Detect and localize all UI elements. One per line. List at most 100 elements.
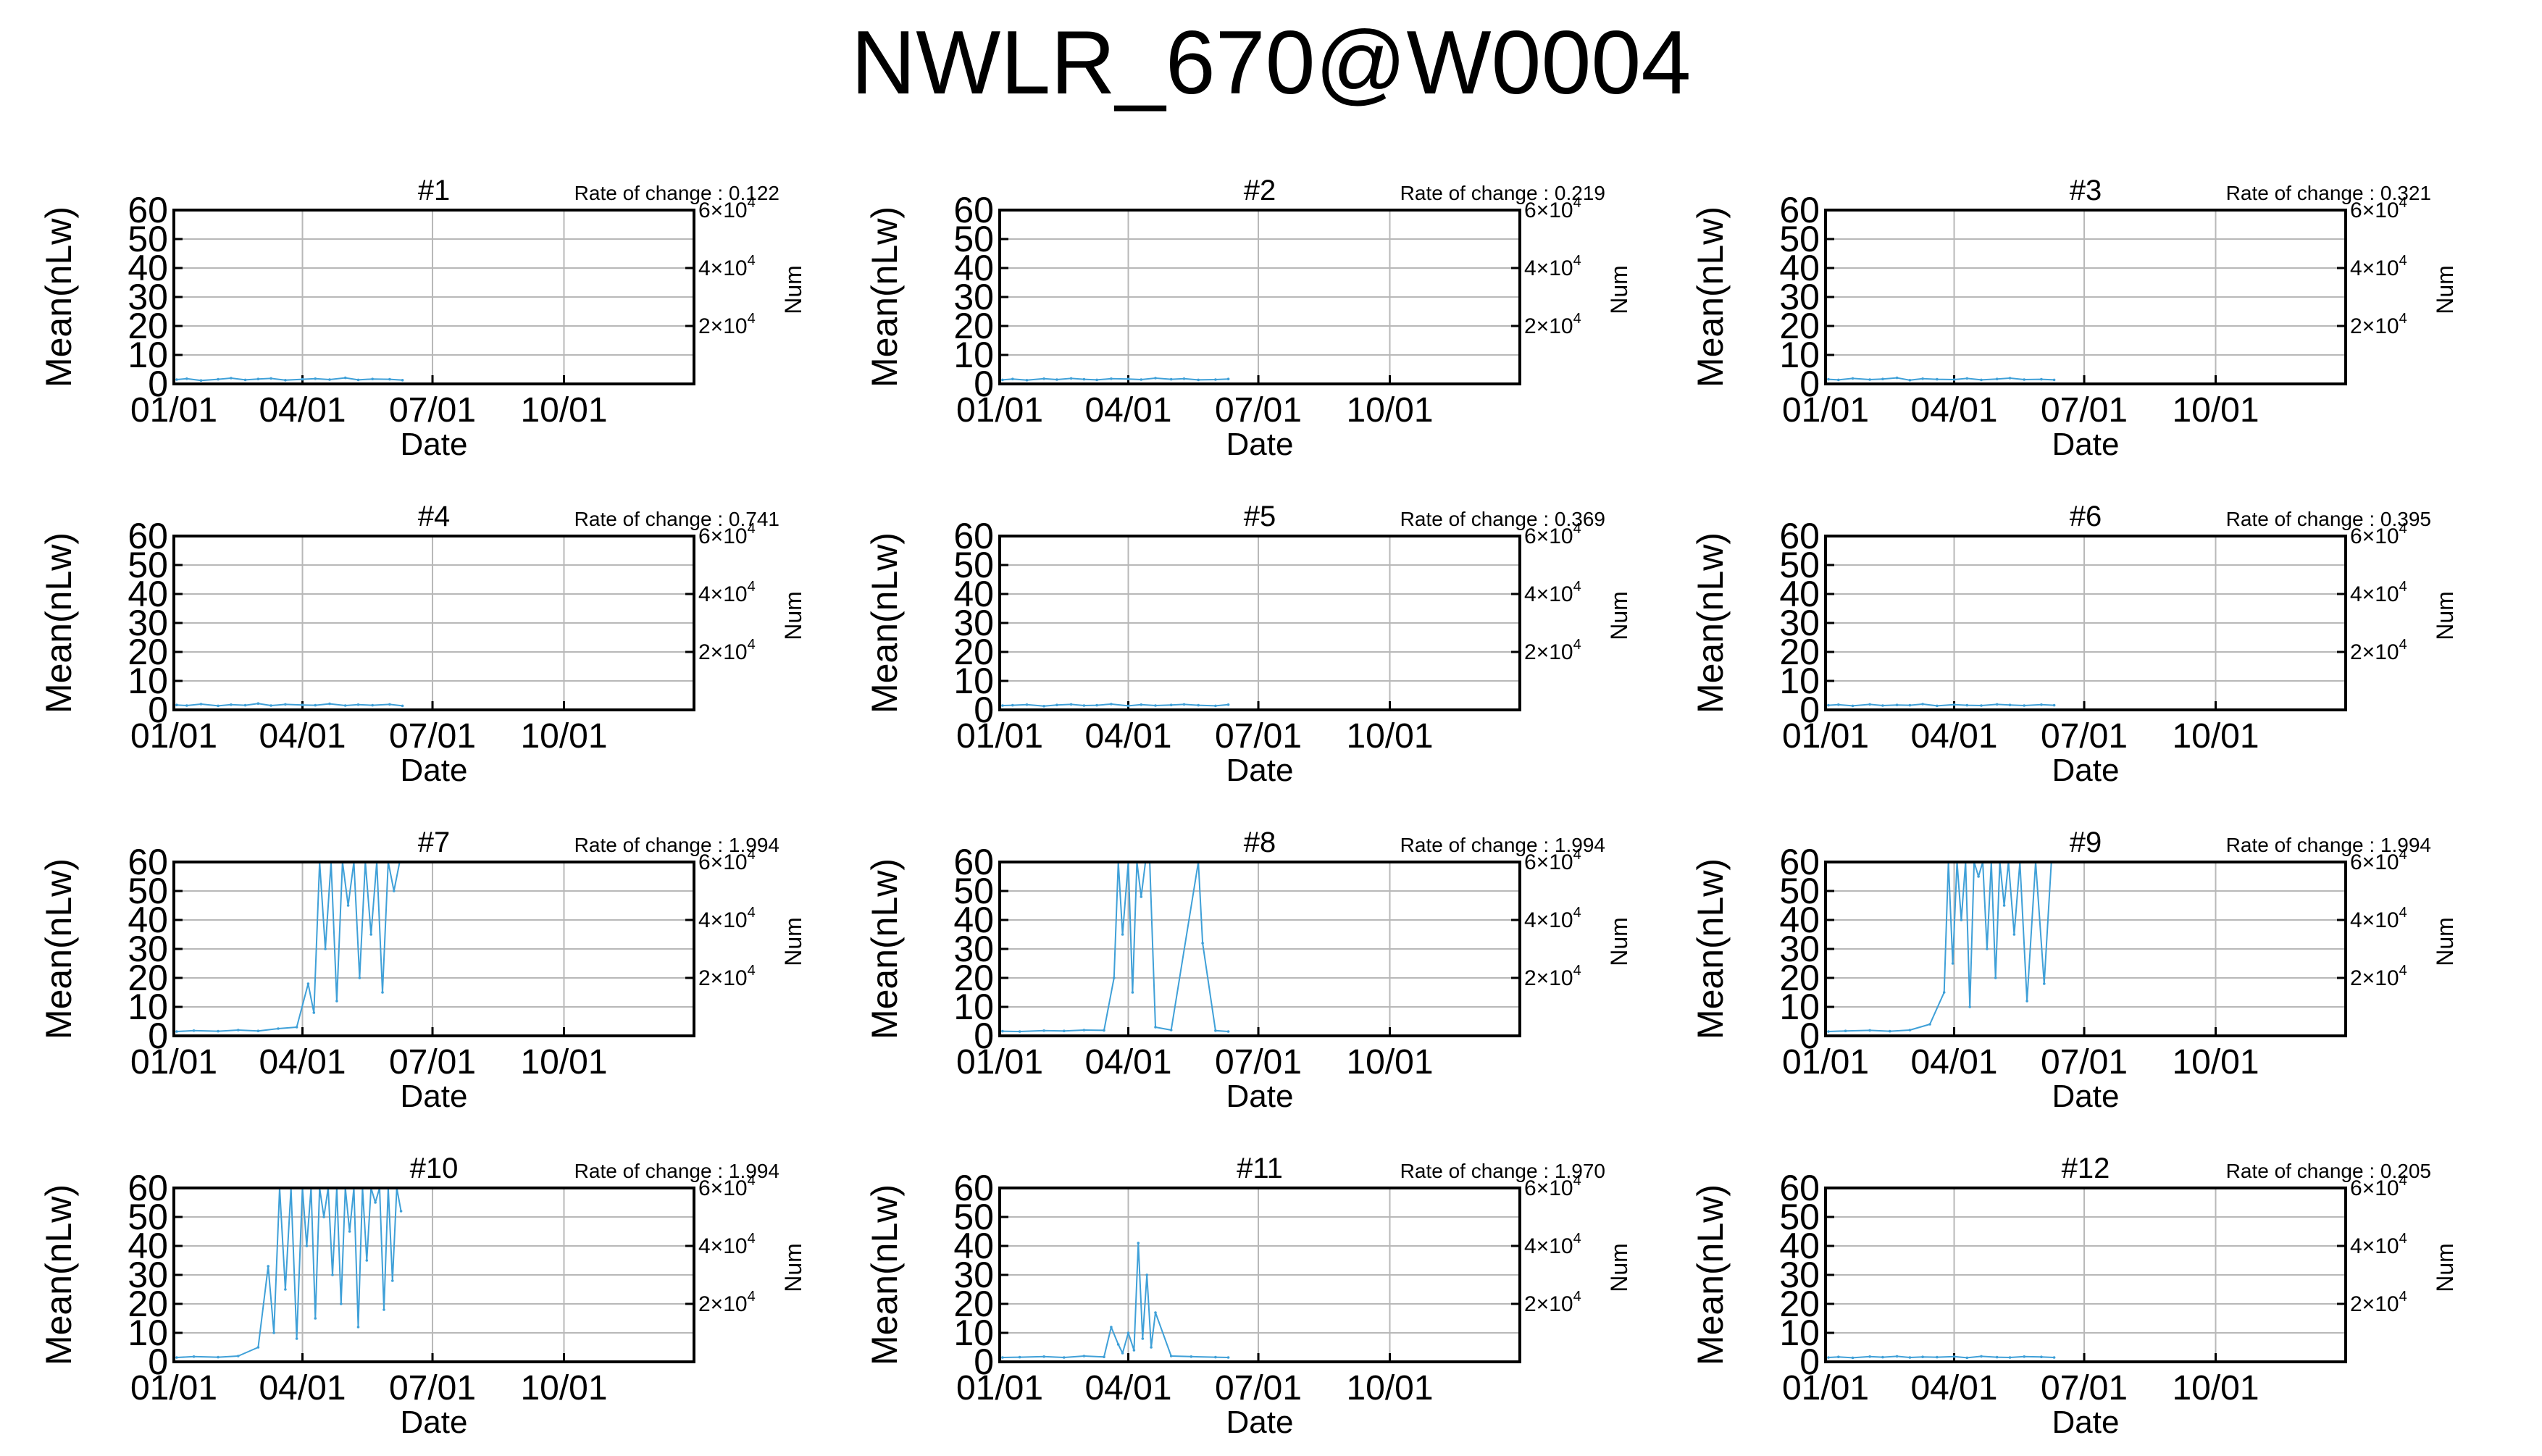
chart-panel-1: 0 10 20 30 40 50 60 01/01 04/01 07/01 10/01 2×104 4×…: [0, 152, 819, 478]
data-point: [175, 703, 178, 706]
data-point: [175, 1030, 178, 1033]
y2-tick-exponent: 4: [2399, 847, 2407, 863]
data-point: [365, 1259, 369, 1262]
y-tick-label: 20: [953, 306, 994, 346]
x-tick-label: 04/01: [1910, 1043, 1997, 1081]
data-point: [1868, 378, 1871, 381]
y2-axis-label: Num: [780, 1243, 806, 1292]
data-point: [335, 1000, 338, 1003]
data-point: [1113, 976, 1116, 979]
y2-tick-label: 2×104: [2350, 637, 2407, 664]
data-point: [1921, 1355, 1924, 1358]
data-point: [1131, 991, 1134, 994]
y2-tick-label: 4×104: [1524, 1231, 1581, 1258]
plot-frame: [1824, 535, 2347, 711]
x-axis-label: Date: [2052, 753, 2120, 788]
y-tick-label: 10: [953, 335, 994, 375]
data-point: [2040, 377, 2043, 381]
data-point: [1126, 1331, 1130, 1334]
y2-tick-label: 6×104: [698, 847, 756, 874]
rate-of-change-label: Rate of change : 1.994: [1400, 834, 1605, 856]
data-point: [1150, 1346, 1153, 1349]
data-point: [1182, 377, 1186, 380]
x-tick-label: 04/01: [1084, 1369, 1171, 1407]
y2-tick-base: 6×10: [698, 198, 748, 222]
y2-tick-base: 4×10: [1524, 582, 1573, 606]
data-point: [1154, 704, 1157, 707]
data-point: [1908, 1029, 1912, 1032]
y-axis-label: Mean(nLw): [38, 1184, 79, 1365]
data-point: [401, 379, 404, 382]
y2-tick-exponent: 4: [1573, 847, 1581, 863]
y-tick-label: 50: [953, 545, 994, 585]
x-tick-label: 04/01: [1910, 391, 1997, 430]
y2-tick-label: 6×104: [698, 521, 756, 548]
rate-of-change-label: Rate of change : 1.994: [574, 834, 779, 856]
y-tick-label: 30: [953, 929, 994, 969]
data-point: [301, 377, 304, 381]
data-point: [2008, 1356, 2012, 1359]
plot-frame: [172, 1187, 695, 1363]
y2-tick-exponent: 4: [748, 311, 756, 327]
data-point: [1837, 378, 1840, 382]
y-tick-label: 30: [127, 603, 168, 643]
data-point: [1827, 1356, 1830, 1359]
x-tick-label: 01/01: [1782, 1369, 1869, 1407]
y2-tick-label: 4×104: [2350, 253, 2407, 280]
x-tick-label: 01/01: [1782, 1043, 1869, 1081]
panel-title: #5: [1244, 501, 1276, 532]
y-tick-label: 30: [953, 1255, 994, 1295]
rate-of-change-label: Rate of change : 0.395: [2226, 508, 2431, 530]
data-point: [1025, 703, 1029, 706]
data-point: [1042, 1029, 1045, 1032]
data-point: [1082, 1029, 1086, 1032]
data-point: [1025, 379, 1029, 382]
data-point: [356, 703, 360, 706]
data-point: [1011, 377, 1014, 380]
data-point: [1121, 1352, 1124, 1355]
y2-tick-base: 6×10: [2350, 850, 2399, 874]
data-point: [1881, 377, 1884, 380]
data-point: [1895, 1355, 1899, 1358]
rate-of-change-prefix: Rate of change :: [2226, 508, 2380, 530]
x-tick-label: 10/01: [1346, 391, 1433, 430]
x-tick-label: 07/01: [1215, 1369, 1302, 1407]
x-tick-label: 01/01: [956, 1043, 1043, 1081]
y2-tick-exponent: 4: [2399, 905, 2407, 921]
data-point: [1951, 962, 1954, 965]
y-tick-label: 20: [1779, 1284, 1820, 1324]
rate-of-change-label: Rate of change : 0.741: [574, 508, 779, 530]
plot-frame: [1824, 209, 2347, 385]
x-tick-label: 10/01: [1346, 717, 1433, 756]
rate-of-change-label: Rate of change : 1.994: [2226, 834, 2431, 856]
data-point: [295, 1337, 298, 1340]
x-axis-label: Date: [1226, 427, 1294, 462]
y-tick-label: 60: [127, 842, 168, 882]
y2-axis-label: Num: [1606, 917, 1632, 966]
data-point: [1827, 703, 1830, 707]
y2-tick-base: 4×10: [2350, 1234, 2399, 1258]
y-tick-label: 10: [953, 987, 994, 1027]
data-point: [1069, 377, 1073, 380]
data-point: [1110, 1326, 1113, 1329]
data-point: [1214, 378, 1217, 381]
data-point: [1214, 704, 1217, 708]
data-point: [1145, 1273, 1148, 1276]
data-point: [1889, 1029, 1891, 1033]
data-point: [1140, 895, 1143, 898]
y2-tick-label: 6×104: [2350, 521, 2407, 548]
data-point: [1895, 703, 1899, 706]
y-tick-label: 60: [1779, 842, 1820, 882]
x-tick-label: 04/01: [1910, 1369, 1997, 1407]
x-axis-label: Date: [1226, 1405, 1294, 1440]
data-point: [2023, 378, 2025, 381]
y2-tick-base: 2×10: [1524, 314, 1573, 338]
x-tick-label: 10/01: [2172, 391, 2259, 430]
data-point: [243, 378, 247, 382]
x-tick-label: 04/01: [259, 1043, 346, 1081]
y2-tick-label: 6×104: [2350, 847, 2407, 874]
y2-tick-base: 6×10: [698, 850, 748, 874]
chart-panel-5: 0 10 20 30 40 50 60 01/01 04/01 07/01 10/01 2×104 4×…: [826, 478, 1644, 804]
rate-of-change-label: Rate of change : 0.369: [1400, 508, 1605, 530]
